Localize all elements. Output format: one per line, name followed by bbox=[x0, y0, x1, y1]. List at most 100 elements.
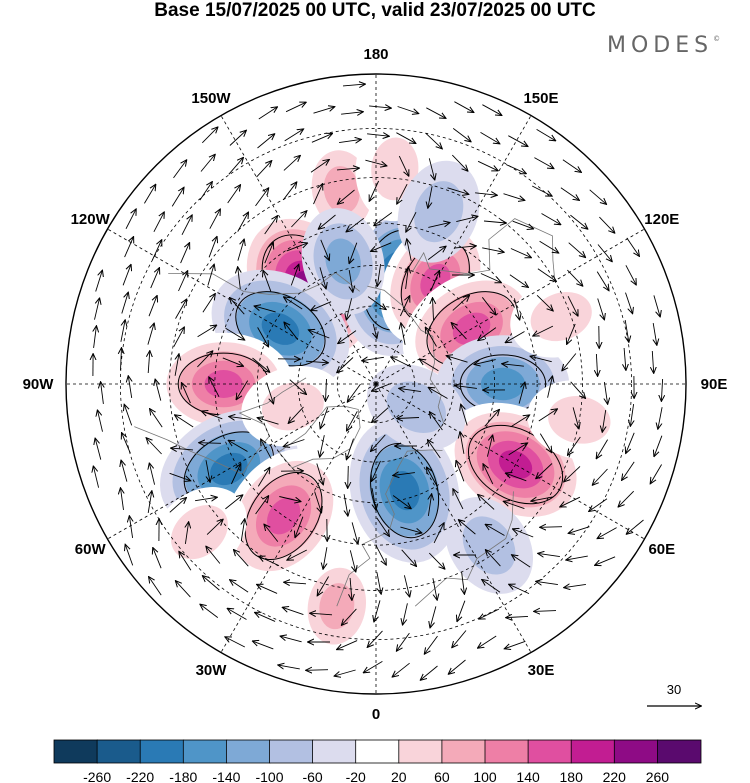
wind-arrow bbox=[396, 132, 415, 144]
wind-arrow bbox=[391, 357, 412, 368]
wind-arrow bbox=[173, 327, 184, 347]
wind-arrow bbox=[367, 296, 386, 310]
wind-arrow bbox=[570, 214, 587, 229]
wind-arrow bbox=[454, 246, 476, 248]
wind-arrow bbox=[624, 347, 626, 370]
wind-arrow bbox=[478, 495, 495, 510]
colorbar-swatch bbox=[269, 739, 314, 764]
anomaly-center-baffin bbox=[241, 366, 345, 447]
wind-arrow bbox=[230, 464, 240, 485]
colorbar-swatch bbox=[441, 739, 486, 764]
wind-arrow bbox=[310, 160, 329, 173]
parallel-30 bbox=[119, 127, 633, 641]
colorbar-swatch bbox=[398, 739, 443, 764]
wind-arrow bbox=[254, 306, 276, 313]
wind-arrow bbox=[536, 463, 553, 479]
wind-arrow bbox=[317, 576, 329, 596]
meridian-240 bbox=[107, 228, 377, 385]
wind-arrow bbox=[428, 186, 433, 208]
meridian-210 bbox=[220, 115, 377, 385]
anomaly-center-scandinavia bbox=[349, 418, 460, 563]
wind-vector-layer bbox=[93, 84, 663, 680]
wind-arrow bbox=[229, 131, 246, 146]
wind-arrow bbox=[518, 382, 525, 404]
wind-arrow bbox=[125, 209, 136, 230]
wind-arrow bbox=[284, 582, 307, 584]
wind-arrow bbox=[429, 388, 448, 399]
wind-arrow bbox=[568, 436, 581, 455]
wind-arrow bbox=[504, 501, 525, 510]
wind-arrow bbox=[351, 522, 358, 543]
wind-arrow bbox=[538, 409, 557, 422]
wind-arrow bbox=[451, 154, 467, 171]
colorbar-label: 220 bbox=[603, 769, 627, 783]
wind-arrow bbox=[348, 465, 349, 488]
wind-arrow bbox=[206, 460, 210, 482]
colorbar-swatch bbox=[53, 739, 98, 764]
coastline-5 bbox=[367, 285, 444, 424]
wind-arrow bbox=[289, 406, 304, 423]
wind-arrow bbox=[202, 411, 223, 420]
wind-arrow bbox=[599, 216, 614, 233]
wind-arrow bbox=[420, 359, 439, 372]
wind-arrow bbox=[425, 133, 442, 148]
wind-arrow bbox=[257, 134, 275, 149]
lon-180-label: 180 bbox=[363, 46, 388, 63]
wind-arrow bbox=[462, 572, 465, 594]
wind-arrow bbox=[241, 519, 244, 541]
wind-arrow bbox=[120, 320, 125, 342]
wind-arrow bbox=[347, 438, 354, 460]
wind-arrow bbox=[596, 353, 597, 376]
wind-arrow bbox=[397, 183, 408, 204]
wind-arrow bbox=[237, 212, 249, 232]
wind-arrow bbox=[284, 297, 303, 310]
wind-arrow bbox=[208, 237, 217, 258]
wind-arrow bbox=[589, 498, 608, 512]
wind-arrow bbox=[349, 550, 355, 571]
wind-arrow bbox=[506, 331, 525, 343]
wind-arrow bbox=[199, 443, 222, 444]
wind-arrow bbox=[478, 635, 497, 648]
wind-arrow bbox=[284, 322, 299, 340]
lon-150w-label: 150W bbox=[191, 90, 231, 107]
wind-arrow bbox=[428, 494, 431, 516]
wind-arrow bbox=[252, 357, 270, 372]
colorbar-swatch bbox=[225, 739, 271, 764]
wind-arrow bbox=[625, 265, 636, 284]
wind-arrow bbox=[661, 378, 662, 401]
wind-arrow bbox=[562, 353, 577, 371]
wind-arrow bbox=[479, 608, 500, 619]
wind-arrow bbox=[403, 603, 408, 624]
wind-arrow bbox=[256, 161, 272, 178]
wind-arrow bbox=[567, 295, 578, 316]
wind-arrow bbox=[428, 552, 444, 569]
wind-arrow bbox=[447, 356, 468, 363]
wind-arrow bbox=[122, 433, 131, 454]
wind-arrow bbox=[148, 296, 157, 317]
wind-arrow bbox=[338, 189, 355, 204]
wind-arrow bbox=[342, 84, 365, 86]
wind-arrow bbox=[483, 464, 494, 485]
wind-arrow bbox=[261, 439, 272, 459]
wind-arrow bbox=[229, 417, 251, 420]
wind-arrow bbox=[596, 271, 609, 291]
wind-arrow bbox=[486, 435, 492, 457]
wind-arrow bbox=[505, 164, 526, 174]
wind-arrow bbox=[236, 380, 249, 400]
wind-arrow bbox=[280, 636, 302, 643]
wind-arrow bbox=[602, 410, 605, 432]
wind-arrow bbox=[376, 517, 389, 536]
wind-arrow bbox=[336, 168, 359, 170]
wind-arrow bbox=[372, 407, 389, 423]
lon-90w-label: 90W bbox=[23, 376, 55, 393]
wind-arrow bbox=[344, 494, 348, 516]
wind-arrow bbox=[284, 129, 304, 142]
wind-arrow bbox=[283, 182, 296, 201]
lon-30w-label: 30W bbox=[196, 662, 228, 679]
colorbar-swatch bbox=[527, 739, 573, 764]
wind-arrow bbox=[371, 242, 392, 251]
wind-arrow bbox=[346, 217, 364, 231]
coastline-3 bbox=[336, 449, 443, 607]
wind-arrow bbox=[392, 662, 410, 677]
anomaly-center-north-atlantic bbox=[222, 448, 345, 584]
